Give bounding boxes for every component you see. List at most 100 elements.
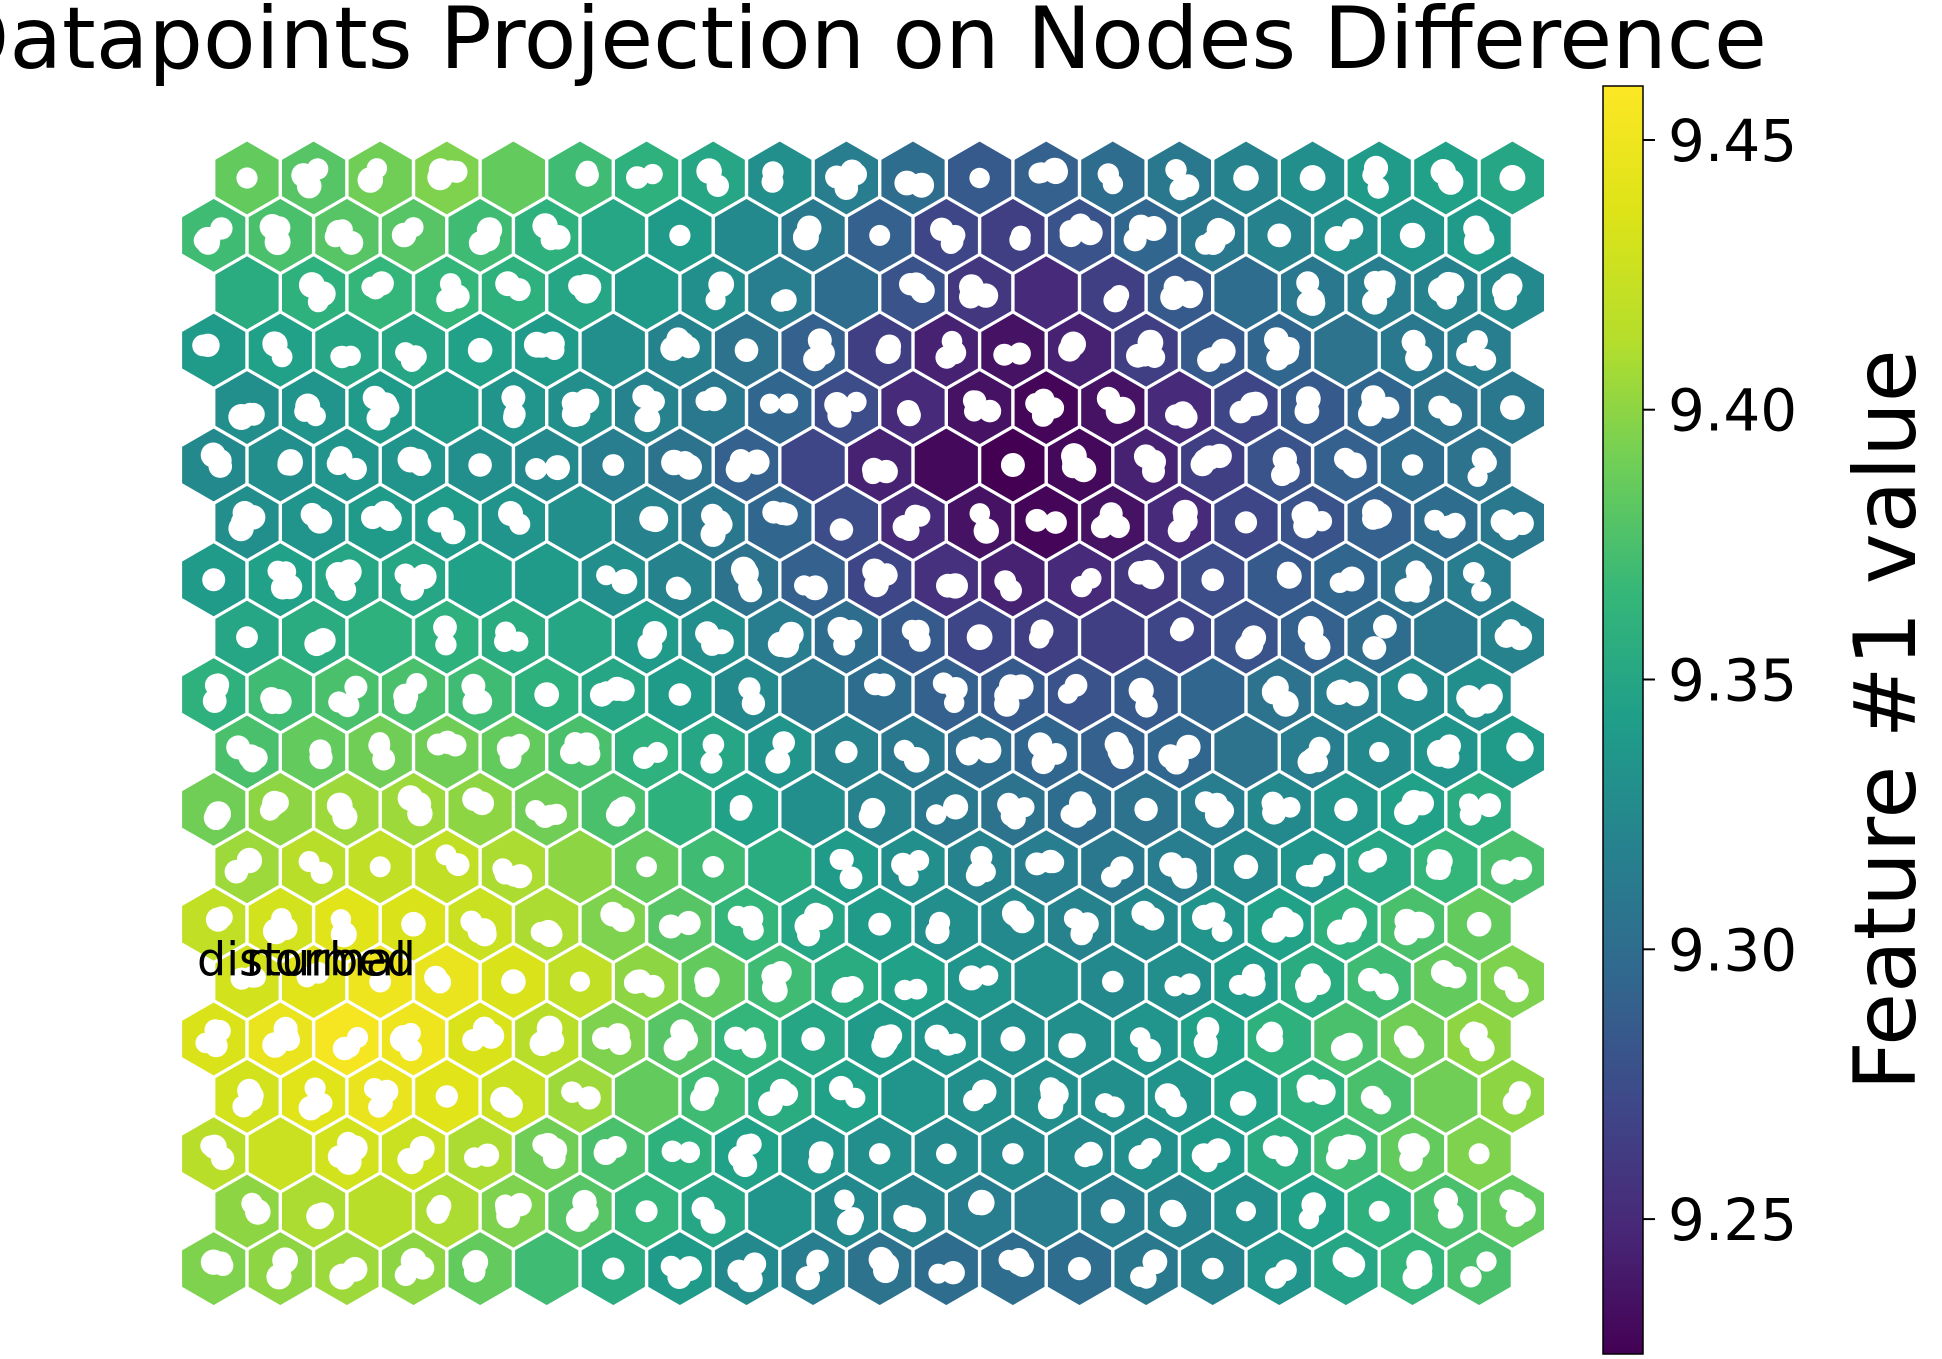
datapoint-cluster xyxy=(993,342,1031,366)
datapoint-cluster xyxy=(468,217,503,256)
datapoint-marker xyxy=(727,905,749,927)
datapoint-marker xyxy=(1192,904,1218,931)
datapoint-marker xyxy=(378,397,400,419)
datapoint-cluster xyxy=(1058,1033,1086,1059)
datapoint-marker xyxy=(1071,457,1097,483)
datapoint-cluster xyxy=(291,158,329,199)
datapoint-marker xyxy=(1238,631,1264,658)
datapoint-cluster xyxy=(1362,270,1396,315)
datapoint-marker xyxy=(1043,159,1068,185)
datapoint-marker xyxy=(1464,217,1490,243)
datapoint-cluster xyxy=(696,158,729,197)
datapoint-cluster xyxy=(435,844,470,877)
datapoint-marker xyxy=(1403,576,1430,603)
datapoint-marker xyxy=(1459,803,1482,826)
datapoint-marker xyxy=(994,691,1020,717)
datapoint-marker xyxy=(426,733,449,756)
datapoint-marker xyxy=(435,1085,458,1108)
datapoint-marker xyxy=(1493,966,1518,991)
datapoint-cluster xyxy=(935,330,967,369)
datapoint-marker xyxy=(241,1089,263,1112)
datapoint-marker xyxy=(262,692,284,715)
datapoint-marker xyxy=(401,911,426,937)
datapoint-marker xyxy=(641,974,665,998)
datapoint-cluster xyxy=(1236,1201,1256,1222)
datapoint-marker xyxy=(1507,732,1530,755)
datapoint-marker xyxy=(1427,849,1451,873)
datapoint-marker xyxy=(893,739,916,762)
datapoint-cluster xyxy=(637,621,667,659)
datapoint-cluster xyxy=(963,1079,997,1112)
datapoint-cluster xyxy=(803,328,835,372)
datapoint-marker xyxy=(1104,731,1130,757)
datapoint-marker xyxy=(743,919,764,941)
datapoint-marker xyxy=(534,682,560,707)
datapoint-cluster xyxy=(1037,1077,1069,1120)
datapoint-marker xyxy=(1159,1199,1185,1225)
datapoint-cluster xyxy=(202,568,226,592)
datapoint-cluster xyxy=(298,1077,333,1121)
datapoint-cluster xyxy=(205,906,233,932)
datapoint-cluster xyxy=(794,575,828,601)
datapoint-cluster xyxy=(795,1249,829,1291)
datapoint-cluster xyxy=(1261,906,1304,943)
datapoint-cluster xyxy=(1096,386,1136,424)
datapoint-cluster xyxy=(724,1026,767,1059)
datapoint-cluster xyxy=(1100,1199,1126,1224)
datapoint-cluster xyxy=(1234,511,1258,534)
datapoint-marker xyxy=(694,1076,719,1102)
datapoint-cluster xyxy=(829,848,863,890)
datapoint-marker xyxy=(1097,163,1120,185)
datapoint-marker xyxy=(1469,1036,1495,1062)
datapoint-cluster xyxy=(1025,508,1067,534)
datapoint-marker xyxy=(770,291,792,312)
datapoint-marker xyxy=(594,1139,616,1160)
datapoint-cluster xyxy=(932,672,968,713)
datapoint-marker xyxy=(729,795,753,818)
datapoint-cluster xyxy=(862,457,898,485)
datapoint-cluster xyxy=(700,503,733,547)
datapoint-marker xyxy=(1007,1251,1032,1275)
datapoint-cluster xyxy=(668,683,692,706)
datapoint-marker xyxy=(306,158,329,180)
datapoint-cluster xyxy=(1397,673,1428,701)
datapoint-marker xyxy=(1276,1140,1299,1162)
datapoint-marker xyxy=(475,1143,500,1167)
datapoint-cluster xyxy=(369,856,391,878)
datapoint-marker xyxy=(642,506,669,533)
datapoint-marker xyxy=(577,1202,599,1223)
datapoint-marker xyxy=(1334,797,1358,822)
datapoint-cluster xyxy=(808,1141,834,1174)
datapoint-marker xyxy=(1096,386,1121,411)
datapoint-cluster xyxy=(262,908,298,945)
datapoint-cluster xyxy=(1499,165,1526,191)
datapoint-marker xyxy=(1357,967,1382,992)
datapoint-marker xyxy=(1394,800,1419,825)
datapoint-marker xyxy=(772,731,795,754)
datapoint-cluster xyxy=(1294,386,1321,424)
datapoint-marker xyxy=(577,1086,601,1110)
datapoint-cluster xyxy=(592,1023,632,1055)
datapoint-marker xyxy=(1437,746,1460,769)
datapoint-marker xyxy=(330,346,351,367)
datapoint-cluster xyxy=(596,565,638,595)
datapoint-marker xyxy=(1476,1251,1497,1272)
datapoint-marker xyxy=(1301,1192,1326,1217)
datapoint-marker xyxy=(1000,579,1022,602)
datapoint-marker xyxy=(540,804,562,826)
datapoint-marker xyxy=(643,391,665,412)
datapoint-cluster xyxy=(1228,963,1266,997)
datapoint-marker xyxy=(1329,679,1353,702)
datapoint-cluster xyxy=(1235,625,1267,660)
datapoint-marker xyxy=(1129,1027,1151,1048)
datapoint-marker xyxy=(910,278,935,304)
datapoint-marker xyxy=(1014,797,1035,818)
datapoint-marker xyxy=(210,1146,235,1171)
datapoint-marker xyxy=(669,224,691,246)
datapoint-marker xyxy=(1264,327,1289,352)
datapoint-marker xyxy=(540,229,561,251)
datapoint-marker xyxy=(1174,405,1198,429)
datapoint-cluster xyxy=(1325,1134,1366,1170)
datapoint-cluster xyxy=(1329,566,1365,593)
colorbar-tick-label: 9.25 xyxy=(1668,1186,1797,1254)
